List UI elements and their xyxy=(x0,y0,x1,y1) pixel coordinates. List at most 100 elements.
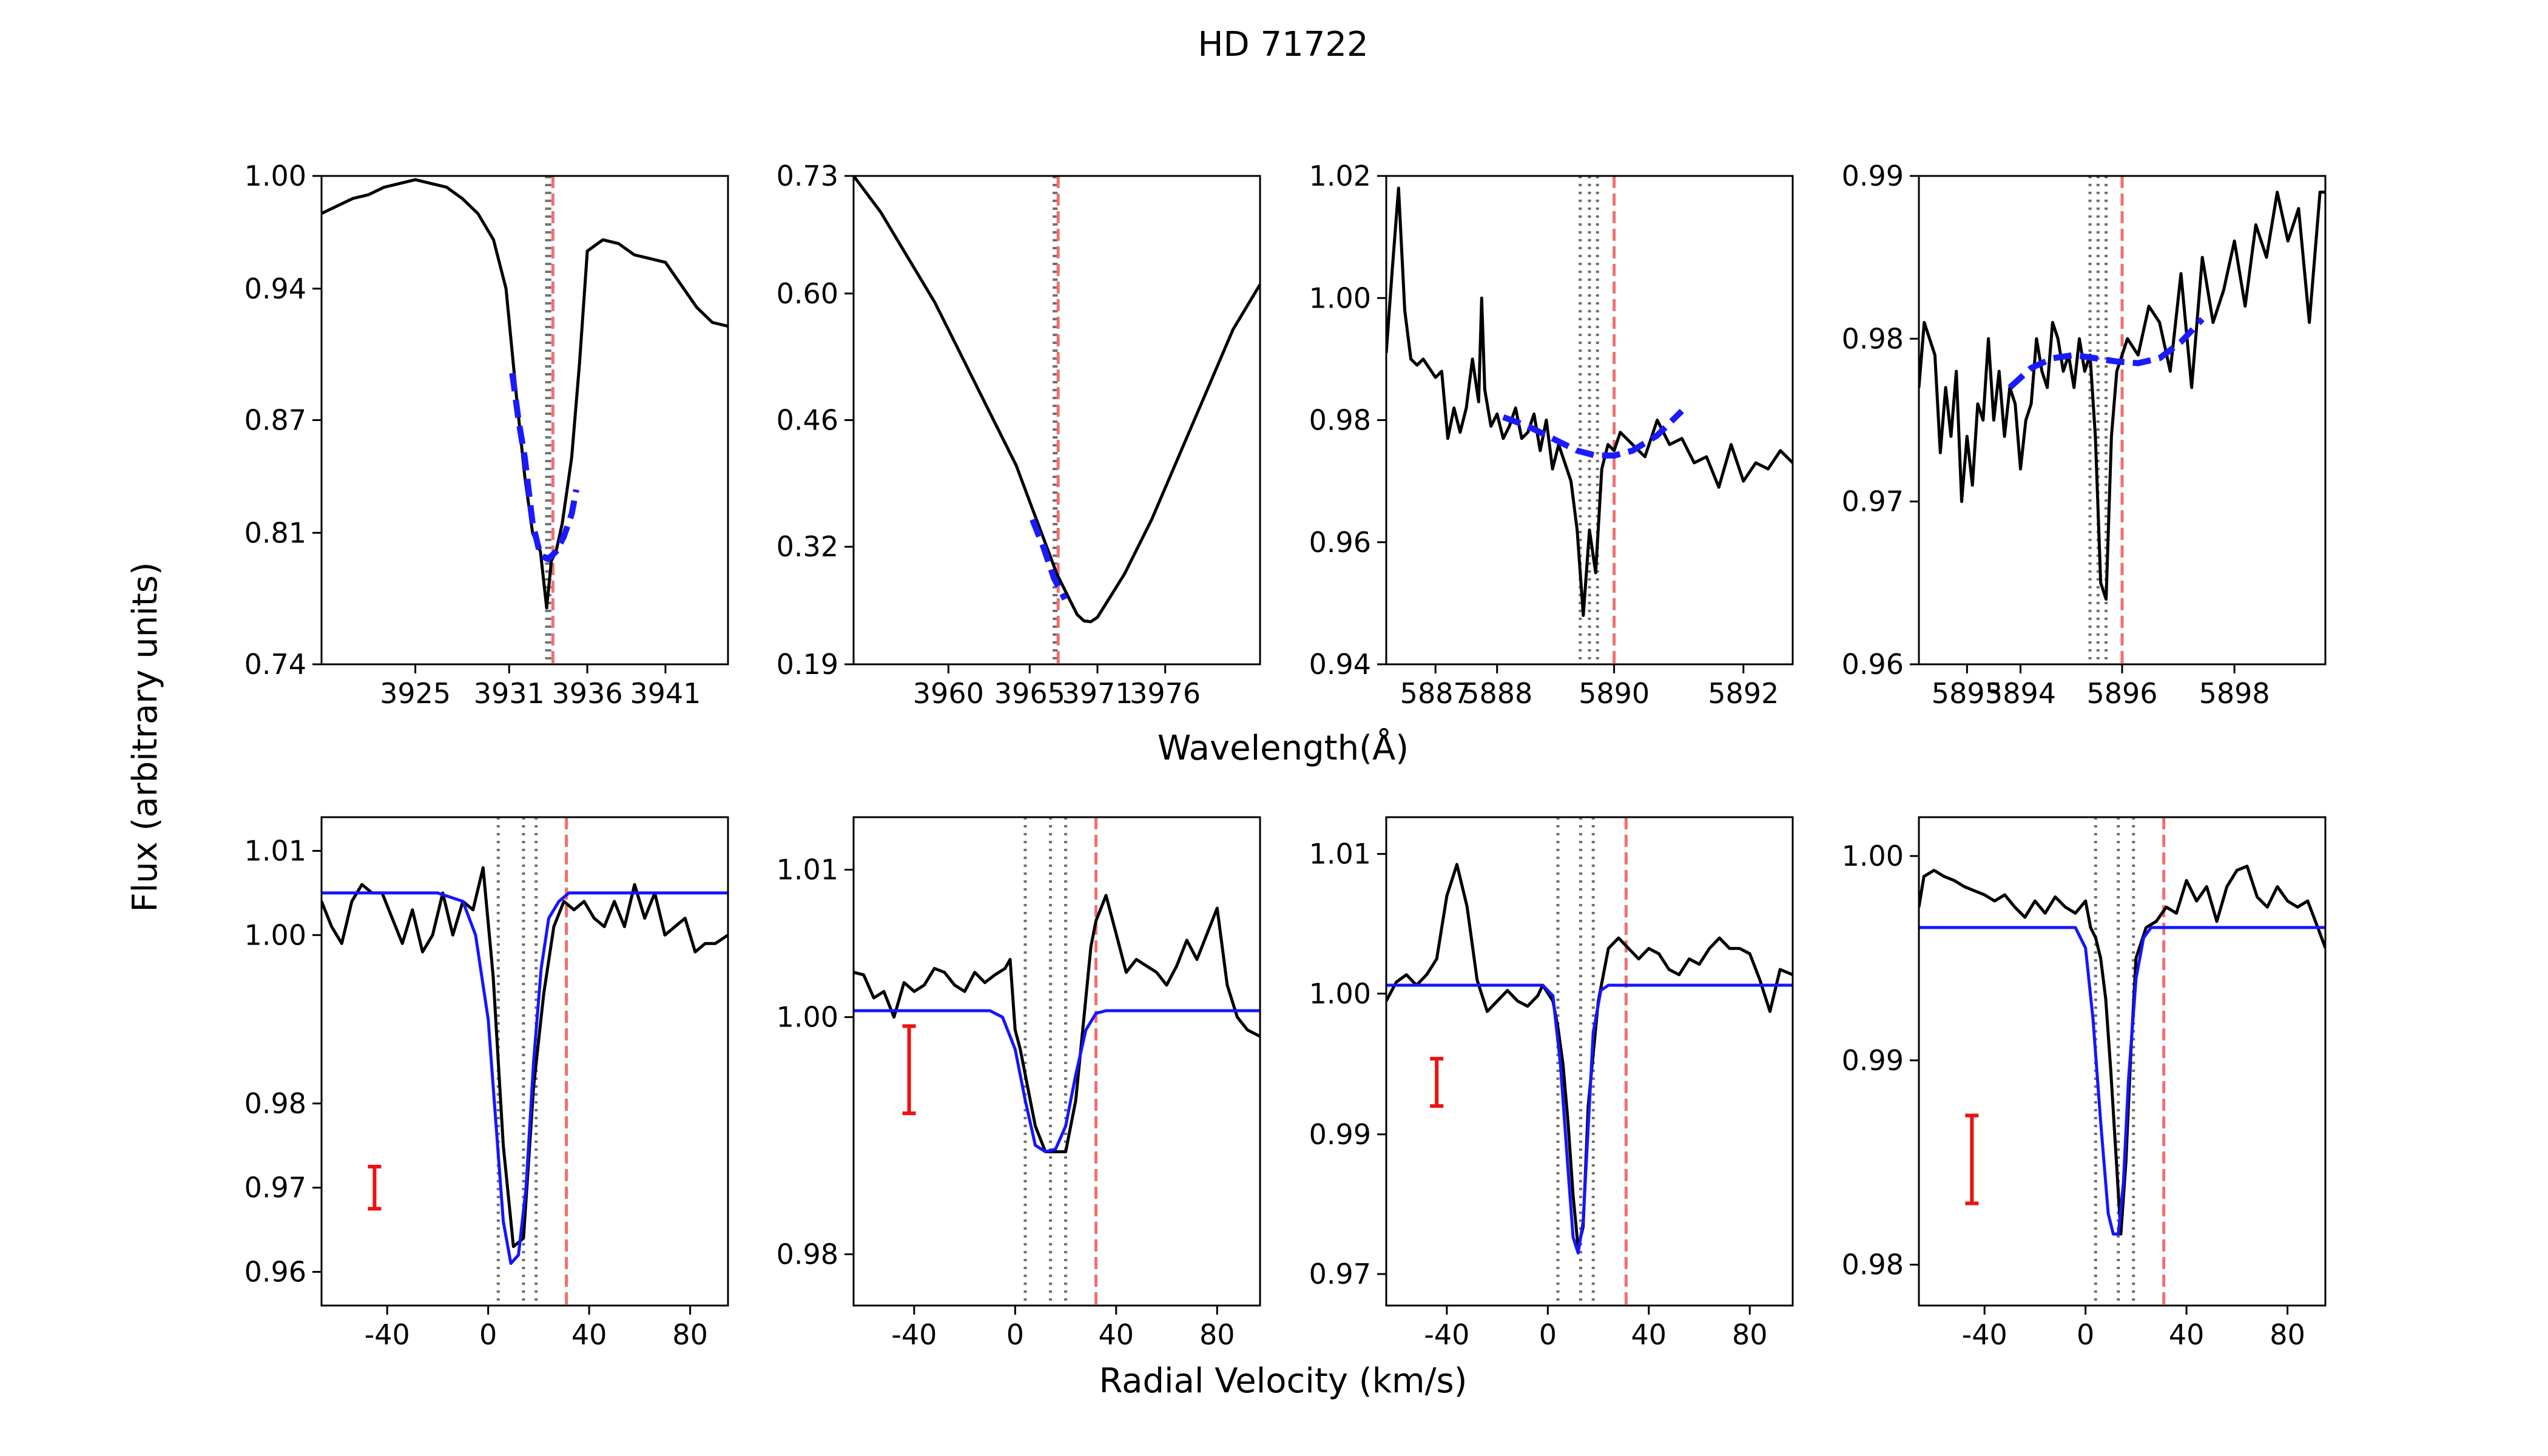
x-axis-label-wavelength: Wavelength(Å) xyxy=(1158,728,1409,768)
fit-dashed-line xyxy=(1030,518,1068,601)
x-tick-label: 5894 xyxy=(1985,677,2056,710)
panel-velocity-3: 0.97 0.99 1.00 1.01 -40 0 40 80 xyxy=(1309,816,1794,1351)
y-tick-label: 1.00 xyxy=(244,160,306,192)
x-tick-label: 3960 xyxy=(913,677,984,710)
x-tick-label: -40 xyxy=(1424,1318,1469,1351)
y-tick-label: 0.73 xyxy=(777,160,838,192)
panel-velocity-2: 0.98 1.00 1.01 -40 0 40 80 xyxy=(777,816,1261,1351)
figure-title: HD 71722 xyxy=(1198,25,1368,64)
x-tick-label: 0 xyxy=(1006,1318,1024,1351)
spectrum-line xyxy=(854,176,1260,624)
panel-velocity-3-plot-area xyxy=(1386,817,1793,1306)
y-tick-label: 0.96 xyxy=(1309,526,1371,559)
x-tick-label: 3936 xyxy=(552,677,623,710)
x-tick-label: 5890 xyxy=(1579,677,1650,710)
y-tick-label: 1.00 xyxy=(244,918,306,951)
panel-velocity-2-plot-area xyxy=(854,817,1260,1306)
panels: 0.74 0.81 0.87 0.94 1.00 3925 3931 3936 3941 0.19… xyxy=(244,160,2327,1351)
panel-velocity-1: 0.96 0.97 0.98 1.00 1.01 -40 0 40 80 xyxy=(244,816,729,1351)
panel-wavelength-2-plot-area xyxy=(854,176,1260,664)
y-tick-label: 1.01 xyxy=(777,854,838,886)
x-tick-label: 80 xyxy=(672,1318,708,1351)
x-tick-label: -40 xyxy=(365,1318,410,1351)
x-tick-label: 0 xyxy=(479,1318,497,1351)
fit-line xyxy=(1386,983,1793,1255)
y-tick-label: 0.98 xyxy=(244,1087,306,1120)
y-tick-label: 0.46 xyxy=(777,404,838,437)
fit-dashed-line xyxy=(509,372,579,562)
y-tick-label: 0.32 xyxy=(777,530,838,563)
x-tick-label: 3941 xyxy=(630,677,701,710)
spectrum-line xyxy=(1386,863,1793,1250)
y-tick-label: 0.96 xyxy=(1842,648,1904,681)
axes-frame xyxy=(320,816,729,1307)
y-axis-label: Flux (arbitrary units) xyxy=(126,562,165,912)
x-tick-label: 3965 xyxy=(994,677,1065,710)
y-tick-label: 0.98 xyxy=(1309,404,1371,437)
y-tick-label: 0.81 xyxy=(244,516,306,549)
panel-velocity-4-plot-area xyxy=(1919,817,2325,1306)
axes-frame xyxy=(320,175,729,666)
x-tick-label: 3971 xyxy=(1062,677,1133,710)
spectrum-line xyxy=(1919,864,2325,1236)
y-tick-label: 1.00 xyxy=(1309,281,1371,314)
panel-velocity-4: 0.98 0.99 1.00 -40 0 40 80 xyxy=(1842,816,2327,1351)
x-tick-label: 5893 xyxy=(1932,677,2003,710)
y-tick-label: 1.00 xyxy=(1842,840,1904,872)
x-tick-label: 0 xyxy=(2077,1318,2094,1351)
fit-dashed-line xyxy=(2007,317,2205,390)
y-tick-label: 1.00 xyxy=(1309,977,1371,1010)
spectrum-line xyxy=(322,866,728,1249)
x-tick-label: 80 xyxy=(2270,1318,2305,1351)
y-tick-label: 0.96 xyxy=(244,1255,306,1288)
x-tick-label: 5896 xyxy=(2086,677,2157,710)
panel-wavelength-3-plot-area xyxy=(1386,176,1793,664)
x-tick-label: 5888 xyxy=(1461,677,1532,710)
y-tick-label: 1.00 xyxy=(777,1001,838,1034)
x-tick-label: 40 xyxy=(1099,1318,1134,1351)
x-tick-label: 5887 xyxy=(1400,677,1471,710)
axes-frame xyxy=(852,816,1261,1307)
x-tick-label: -40 xyxy=(891,1318,937,1351)
y-tick-label: 0.94 xyxy=(1309,648,1371,681)
y-tick-label: 0.87 xyxy=(244,404,306,437)
x-tick-label: 80 xyxy=(1199,1318,1235,1351)
panel-wavelength-1: 0.74 0.81 0.87 0.94 1.00 3925 3931 3936 3941 xyxy=(244,160,729,710)
x-tick-label: 40 xyxy=(2169,1318,2205,1351)
y-tick-label: 0.94 xyxy=(244,272,306,305)
y-tick-label: 0.97 xyxy=(244,1171,306,1204)
fit-line xyxy=(854,1009,1260,1153)
x-tick-label: 3976 xyxy=(1130,677,1201,710)
x-tick-label: 5892 xyxy=(1708,677,1779,710)
spectrum-line xyxy=(322,178,728,610)
y-tick-label: 0.98 xyxy=(1842,1249,1904,1281)
y-tick-label: 0.98 xyxy=(1842,322,1904,355)
y-tick-label: 0.98 xyxy=(777,1238,838,1270)
y-tick-label: 1.01 xyxy=(244,835,306,868)
spectrum-line xyxy=(1386,186,1793,617)
axes-frame xyxy=(1385,816,1794,1307)
y-tick-label: 0.99 xyxy=(1309,1118,1371,1151)
axes-frame xyxy=(1918,816,2327,1307)
x-tick-label: 3931 xyxy=(474,677,545,710)
x-tick-label: 40 xyxy=(1631,1318,1667,1351)
x-axis-label-radial-velocity: Radial Velocity (km/s) xyxy=(1099,1361,1468,1401)
x-tick-label: 0 xyxy=(1539,1318,1557,1351)
y-tick-label: 0.60 xyxy=(777,277,838,310)
y-tick-label: 0.99 xyxy=(1842,160,1904,192)
x-tick-label: 5898 xyxy=(2199,677,2270,710)
x-tick-label: -40 xyxy=(1962,1318,2007,1351)
x-tick-label: 40 xyxy=(571,1318,607,1351)
y-tick-label: 0.99 xyxy=(1842,1044,1904,1077)
x-tick-label: 80 xyxy=(1732,1318,1768,1351)
fit-dashed-line xyxy=(1502,408,1684,459)
x-tick-label: 3925 xyxy=(380,677,451,710)
y-tick-label: 1.02 xyxy=(1309,160,1371,192)
panel-wavelength-1-plot-area xyxy=(322,176,728,664)
spectrum-line xyxy=(1919,190,2325,601)
y-tick-label: 0.97 xyxy=(1309,1258,1371,1290)
